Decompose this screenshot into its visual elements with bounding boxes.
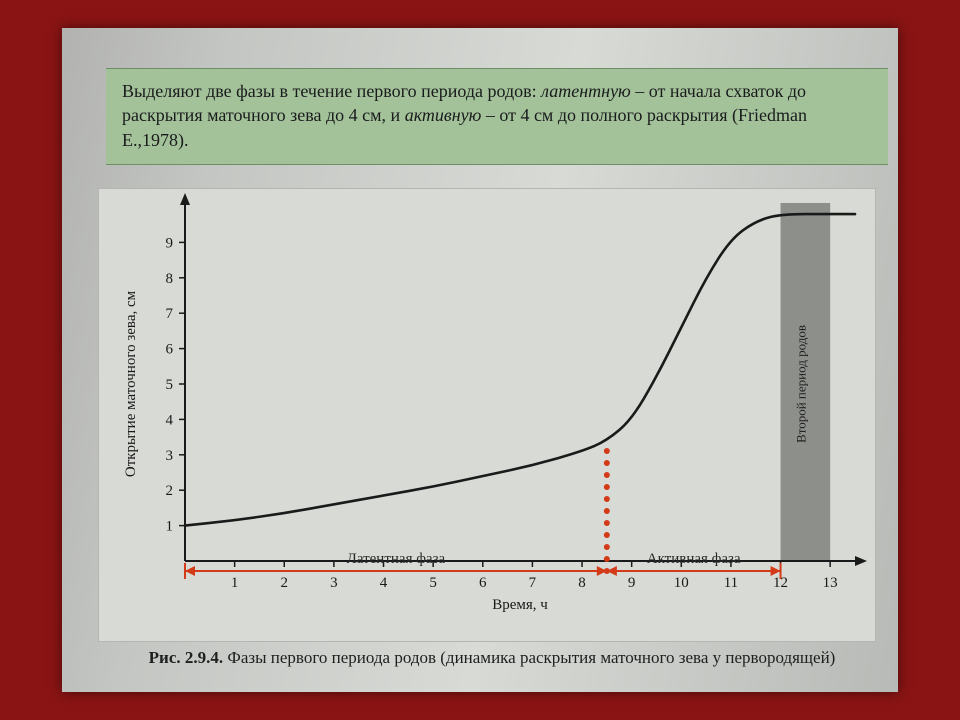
svg-text:5: 5 bbox=[429, 575, 437, 591]
svg-text:8: 8 bbox=[166, 271, 174, 287]
latent-phase-label: Латентная фаза bbox=[347, 551, 446, 567]
svg-text:6: 6 bbox=[479, 575, 487, 591]
active-phase-label: Активная фаза bbox=[647, 551, 741, 567]
phase-divider-dot bbox=[604, 532, 610, 538]
svg-text:6: 6 bbox=[166, 342, 174, 358]
chart-area: 12345678912345678910111213Время, чОткрыт… bbox=[98, 188, 876, 642]
phase-divider-dot bbox=[604, 508, 610, 514]
svg-text:13: 13 bbox=[823, 575, 838, 591]
phase-divider-dot bbox=[604, 544, 610, 550]
description-box: Выделяют две фазы в течение первого пери… bbox=[106, 68, 888, 165]
svg-text:4: 4 bbox=[166, 412, 174, 428]
svg-text:9: 9 bbox=[166, 235, 174, 251]
svg-text:1: 1 bbox=[231, 575, 239, 591]
svg-text:4: 4 bbox=[380, 575, 388, 591]
svg-text:9: 9 bbox=[628, 575, 636, 591]
y-axis-arrow bbox=[180, 193, 190, 205]
chart-svg: 12345678912345678910111213Время, чОткрыт… bbox=[99, 189, 875, 641]
svg-text:10: 10 bbox=[674, 575, 689, 591]
phase-divider-dot bbox=[604, 460, 610, 466]
x-axis-arrow bbox=[855, 556, 867, 566]
svg-text:7: 7 bbox=[529, 575, 537, 591]
svg-text:2: 2 bbox=[281, 575, 289, 591]
svg-text:5: 5 bbox=[166, 377, 174, 393]
svg-text:2: 2 bbox=[166, 483, 174, 499]
svg-text:8: 8 bbox=[578, 575, 586, 591]
phase-divider-dot bbox=[604, 496, 610, 502]
phase-divider-dot bbox=[604, 448, 610, 454]
second-stage-label: Второй период родов bbox=[793, 325, 808, 443]
caption-text: Фазы первого периода родов (динамика рас… bbox=[223, 648, 835, 667]
phase-divider-dot bbox=[604, 472, 610, 478]
figure-caption: Рис. 2.9.4. Фазы первого периода родов (… bbox=[122, 648, 862, 668]
svg-text:3: 3 bbox=[166, 448, 174, 464]
svg-text:3: 3 bbox=[330, 575, 338, 591]
photo-frame: Выделяют две фазы в течение первого пери… bbox=[62, 28, 898, 692]
desc-italic-1: латентную bbox=[541, 81, 631, 101]
phase-divider-dot bbox=[604, 520, 610, 526]
phase-divider-dot bbox=[604, 484, 610, 490]
svg-text:11: 11 bbox=[724, 575, 738, 591]
svg-text:1: 1 bbox=[166, 519, 174, 535]
x-axis-label: Время, ч bbox=[492, 597, 548, 613]
desc-text-1: Выделяют две фазы в течение первого пери… bbox=[122, 81, 541, 101]
caption-prefix: Рис. 2.9.4. bbox=[149, 648, 223, 667]
svg-text:7: 7 bbox=[166, 306, 174, 322]
desc-italic-2: активную bbox=[405, 105, 482, 125]
phase-divider-dot bbox=[604, 556, 610, 562]
y-axis-label: Открытие маточного зева, см bbox=[123, 290, 139, 477]
dilation-curve bbox=[185, 214, 855, 526]
